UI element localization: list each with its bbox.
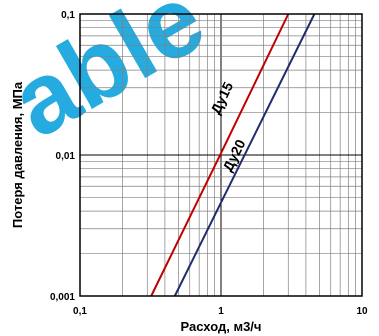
x-axis-title: Расход, м3/ч (181, 319, 262, 334)
y-tick-label: 0,01 (56, 151, 76, 162)
y-tick-label: 0,1 (61, 10, 75, 21)
plot-frame (79, 13, 363, 297)
x-tick-label: 1 (218, 306, 224, 317)
series-label-1: Ду15 (207, 79, 236, 116)
watermark-text: able (0, 0, 222, 159)
y-axis-title: Потеря давления, МПа (10, 81, 25, 228)
series-line-1 (150, 13, 290, 297)
x-tick-label: 0,1 (73, 306, 87, 317)
y-tick-label: 0,001 (50, 292, 75, 303)
tick-labels: 0,1 1 10 0,001 0,01 0,1 (50, 10, 368, 317)
watermark: able (0, 0, 222, 159)
series-line-2 (173, 13, 316, 297)
x-tick-label: 10 (356, 306, 368, 317)
grid (79, 14, 362, 297)
series-layer (150, 13, 316, 297)
